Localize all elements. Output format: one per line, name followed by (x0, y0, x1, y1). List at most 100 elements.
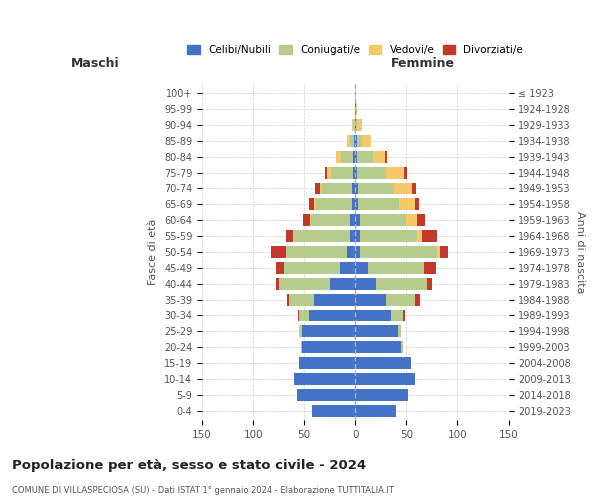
Bar (358, 182, 394, 194)
Bar (355, 326, 398, 338)
Bar (355, 246, 361, 258)
Bar (336, 151, 341, 162)
Bar (422, 230, 437, 242)
Bar (298, 310, 299, 322)
Bar (356, 119, 358, 131)
Bar (368, 262, 424, 274)
Bar (353, 166, 355, 178)
Bar (373, 151, 385, 162)
Bar (271, 246, 286, 258)
Bar (355, 182, 358, 194)
Bar (356, 103, 358, 115)
Bar (358, 198, 399, 210)
Bar (362, 135, 371, 147)
Bar (399, 198, 415, 210)
Bar (310, 214, 311, 226)
Bar (355, 262, 368, 274)
Bar (355, 357, 412, 369)
Bar (355, 88, 356, 99)
Bar (415, 294, 419, 306)
Bar (358, 166, 386, 178)
Bar (289, 294, 314, 306)
Bar (352, 119, 354, 131)
Bar (355, 151, 358, 162)
Bar (398, 326, 401, 338)
Bar (424, 262, 436, 274)
Bar (412, 182, 416, 194)
Bar (376, 278, 427, 289)
Bar (355, 278, 376, 289)
Bar (316, 182, 320, 194)
Bar (340, 262, 355, 274)
Bar (355, 166, 358, 178)
Bar (303, 214, 310, 226)
Bar (416, 230, 422, 242)
Bar (404, 166, 407, 178)
Bar (330, 278, 355, 289)
Bar (299, 310, 310, 322)
Bar (355, 294, 386, 306)
Bar (294, 373, 355, 385)
Legend: Celibi/Nubili, Coniugati/e, Vedovi/e, Divorziati/e: Celibi/Nubili, Coniugati/e, Vedovi/e, Di… (184, 42, 526, 58)
Bar (326, 166, 331, 178)
Bar (352, 182, 355, 194)
Bar (355, 405, 396, 416)
Bar (353, 151, 355, 162)
Bar (427, 278, 432, 289)
Bar (385, 151, 387, 162)
Y-axis label: Anni di nascita: Anni di nascita (575, 210, 585, 293)
Bar (355, 103, 356, 115)
Text: COMUNE DI VILLASPECIOSA (SU) - Dati ISTAT 1° gennaio 2024 - Elaborazione TUTTITA: COMUNE DI VILLASPECIOSA (SU) - Dati ISTA… (12, 486, 394, 495)
Bar (361, 246, 437, 258)
Bar (278, 278, 330, 289)
Bar (354, 119, 355, 131)
Bar (355, 119, 356, 131)
Bar (341, 151, 353, 162)
Bar (355, 198, 358, 210)
Bar (301, 342, 302, 353)
Bar (352, 198, 355, 210)
Bar (275, 278, 278, 289)
Bar (347, 246, 355, 258)
Bar (358, 151, 373, 162)
Bar (415, 198, 419, 210)
Y-axis label: Fasce di età: Fasce di età (148, 219, 158, 285)
Bar (314, 198, 316, 210)
Bar (355, 214, 361, 226)
Bar (358, 119, 362, 131)
Bar (294, 230, 350, 242)
Bar (354, 135, 355, 147)
Bar (275, 262, 284, 274)
Bar (310, 310, 355, 322)
Bar (355, 135, 358, 147)
Bar (355, 230, 361, 242)
Bar (293, 230, 294, 242)
Bar (386, 294, 415, 306)
Bar (300, 326, 302, 338)
Bar (350, 135, 354, 147)
Bar (284, 262, 340, 274)
Bar (355, 310, 391, 322)
Bar (350, 230, 355, 242)
Bar (286, 246, 347, 258)
Bar (320, 182, 322, 194)
Bar (299, 326, 300, 338)
Bar (386, 166, 404, 178)
Bar (310, 198, 314, 210)
Bar (322, 182, 352, 194)
Bar (314, 294, 355, 306)
Bar (401, 342, 403, 353)
Bar (302, 342, 355, 353)
Bar (403, 310, 406, 322)
Bar (299, 357, 355, 369)
Bar (286, 230, 293, 242)
Bar (361, 230, 416, 242)
Bar (311, 214, 350, 226)
Bar (355, 342, 401, 353)
Bar (361, 214, 406, 226)
Text: Femmine: Femmine (391, 57, 455, 70)
Text: Maschi: Maschi (70, 57, 119, 70)
Bar (297, 389, 355, 401)
Bar (350, 214, 355, 226)
Bar (325, 166, 326, 178)
